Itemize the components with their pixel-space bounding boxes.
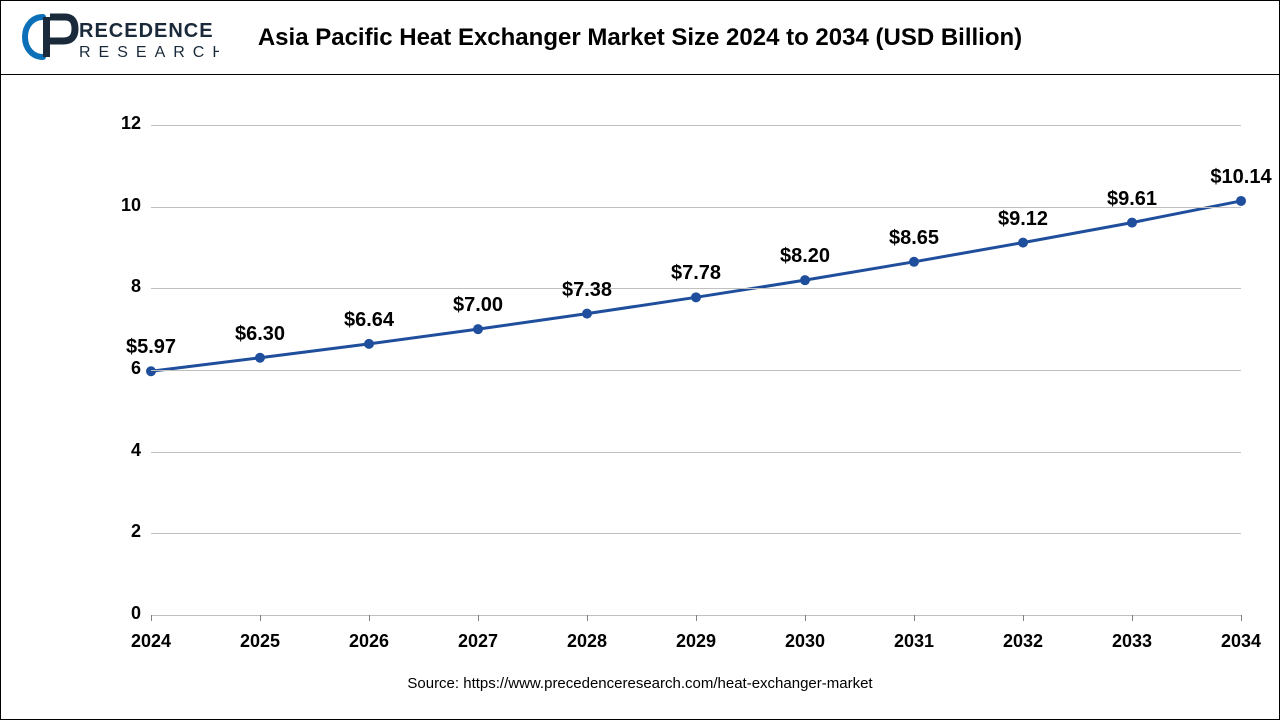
x-tick xyxy=(151,615,152,621)
data-label: $6.64 xyxy=(344,309,394,332)
y-axis-tick-label: 0 xyxy=(81,603,141,624)
y-axis-tick-label: 8 xyxy=(81,276,141,297)
x-axis-tick-label: 2031 xyxy=(894,631,934,652)
x-axis-tick-label: 2027 xyxy=(458,631,498,652)
gridline xyxy=(151,370,1241,371)
x-axis-tick-label: 2024 xyxy=(131,631,171,652)
x-tick xyxy=(805,615,806,621)
source-text: Source: https://www.precedenceresearch.c… xyxy=(1,675,1279,692)
data-point xyxy=(582,309,592,319)
data-point xyxy=(691,292,701,302)
x-axis-tick-label: 2029 xyxy=(676,631,716,652)
gridline xyxy=(151,533,1241,534)
x-axis-tick-label: 2026 xyxy=(349,631,389,652)
gridline xyxy=(151,288,1241,289)
x-axis-tick-label: 2028 xyxy=(567,631,607,652)
x-tick xyxy=(1241,615,1242,621)
data-point xyxy=(146,366,156,376)
data-label: $8.20 xyxy=(780,245,830,268)
data-point xyxy=(909,257,919,267)
x-tick xyxy=(696,615,697,621)
x-axis-tick-label: 2032 xyxy=(1003,631,1043,652)
data-point xyxy=(800,275,810,285)
svg-text:RECEDENCE: RECEDENCE xyxy=(79,20,214,42)
y-axis-tick-label: 10 xyxy=(81,195,141,216)
chart-area: Source: https://www.precedenceresearch.c… xyxy=(1,75,1279,719)
data-label: $7.38 xyxy=(562,279,612,302)
data-label: $9.61 xyxy=(1107,188,1157,211)
gridline xyxy=(151,207,1241,208)
data-point xyxy=(473,324,483,334)
data-point xyxy=(364,339,374,349)
data-label: $10.14 xyxy=(1210,166,1271,189)
data-label: $8.65 xyxy=(889,227,939,250)
data-label: $5.97 xyxy=(126,336,176,359)
line-plot xyxy=(1,75,1279,719)
header: RECEDENCE RESEARCH Asia Pacific Heat Exc… xyxy=(1,1,1279,75)
data-line xyxy=(151,201,1241,371)
x-axis-tick-label: 2025 xyxy=(240,631,280,652)
x-tick xyxy=(587,615,588,621)
x-tick xyxy=(369,615,370,621)
x-tick xyxy=(1023,615,1024,621)
gridline xyxy=(151,125,1241,126)
x-tick xyxy=(914,615,915,621)
y-axis-tick-label: 4 xyxy=(81,440,141,461)
data-point xyxy=(1127,218,1137,228)
y-axis-tick-label: 6 xyxy=(81,358,141,379)
x-axis-tick-label: 2033 xyxy=(1112,631,1152,652)
data-label: $6.30 xyxy=(235,323,285,346)
data-point xyxy=(1018,238,1028,248)
data-point xyxy=(255,353,265,363)
x-tick xyxy=(1132,615,1133,621)
x-tick xyxy=(478,615,479,621)
brand-logo: RECEDENCE RESEARCH xyxy=(19,9,219,67)
data-point xyxy=(1236,196,1246,206)
y-axis-tick-label: 12 xyxy=(81,113,141,134)
data-label: $7.78 xyxy=(671,262,721,285)
data-label: $9.12 xyxy=(998,208,1048,231)
x-axis-tick-label: 2030 xyxy=(785,631,825,652)
x-axis-tick-label: 2034 xyxy=(1221,631,1261,652)
svg-text:RESEARCH: RESEARCH xyxy=(79,44,219,61)
chart-frame: RECEDENCE RESEARCH Asia Pacific Heat Exc… xyxy=(0,0,1280,720)
y-axis-tick-label: 2 xyxy=(81,521,141,542)
x-tick xyxy=(260,615,261,621)
gridline xyxy=(151,452,1241,453)
data-label: $7.00 xyxy=(453,294,503,317)
